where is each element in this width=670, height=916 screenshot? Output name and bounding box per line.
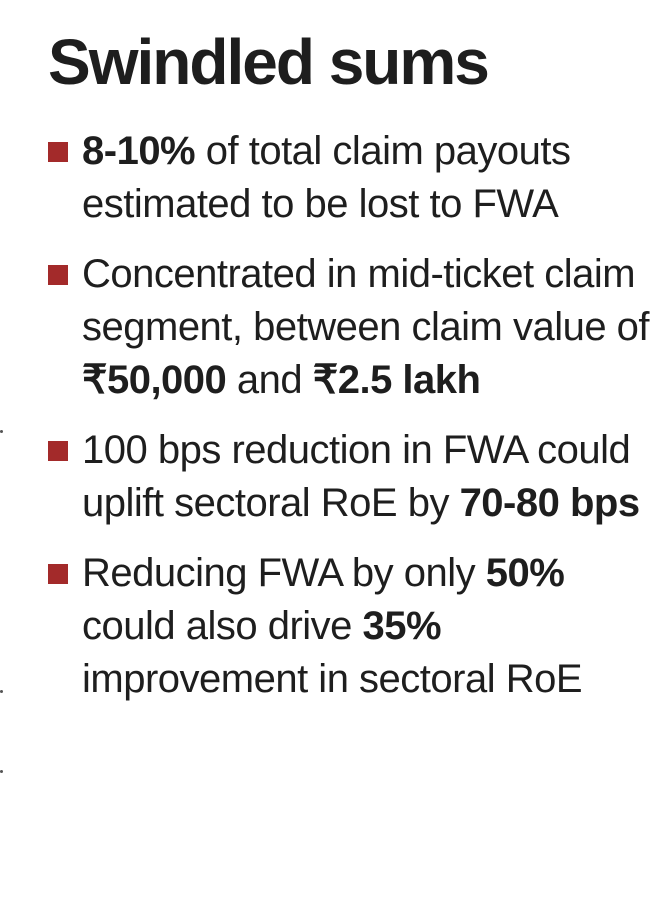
square-bullet-icon	[48, 564, 68, 584]
square-bullet-icon	[48, 441, 68, 461]
edge-dot	[0, 430, 3, 433]
bullet-highlight: 35%	[362, 604, 442, 648]
bullet-text: Reducing FWA by only 50% could also driv…	[82, 551, 583, 701]
square-bullet-icon	[48, 142, 68, 162]
edge-dot	[0, 770, 3, 773]
bullet-text: 100 bps reduction in FWA could uplift se…	[82, 428, 640, 525]
bullet-highlight: 8-10%	[82, 129, 196, 173]
bullet-text: 8-10% of total claim payouts estimated t…	[82, 129, 571, 226]
bullet-highlight: ₹2.5 lakh	[312, 358, 481, 402]
bullet-list: 8-10% of total claim payouts estimated t…	[48, 125, 658, 706]
bullet-highlight: 70-80 bps	[459, 481, 641, 525]
page-title: Swindled sums	[48, 26, 490, 98]
bullet-text-segment: Reducing FWA by only	[82, 551, 486, 595]
bullet-text-segment: Concentrated in mid-ticket claim segment…	[82, 252, 650, 349]
bullet-text-segment: could also drive	[82, 604, 363, 648]
bullet-highlight: 50%	[485, 551, 565, 595]
bullet-item: 8-10% of total claim payouts estimated t…	[48, 125, 658, 231]
bullet-text-segment: and	[226, 358, 313, 402]
bullet-text-segment: of total claim payouts estimated to be l…	[82, 129, 571, 226]
bullet-item: Reducing FWA by only 50% could also driv…	[48, 547, 658, 706]
bullet-item: 100 bps reduction in FWA could uplift se…	[48, 424, 658, 530]
bullet-item: Concentrated in mid-ticket claim segment…	[48, 248, 658, 407]
edge-dot	[0, 690, 3, 693]
bullet-text: Concentrated in mid-ticket claim segment…	[82, 252, 650, 402]
bullet-text-segment: improvement in sectoral RoE	[82, 657, 583, 701]
bullet-text-segment: 100 bps reduction in FWA could uplift se…	[82, 428, 631, 525]
bullet-highlight: ₹50,000	[82, 358, 227, 402]
square-bullet-icon	[48, 265, 68, 285]
